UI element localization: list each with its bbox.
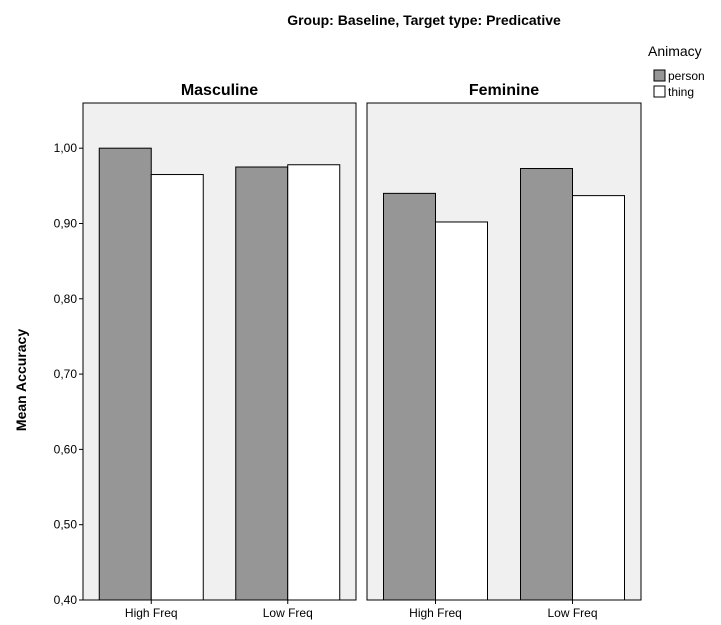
legend-title: Animacy: [648, 43, 702, 59]
y-tick-label: 1,00: [54, 141, 78, 155]
bar-person: [235, 166, 289, 601]
y-axis-label: Mean Accuracy: [13, 329, 29, 431]
legend-label-thing: thing: [668, 85, 694, 99]
plot-area: 0,40 0,50 0,60 0,70 0,80 0,90 1,00 Masculine Hig…: [54, 82, 642, 620]
bar-thing: [572, 195, 625, 601]
panel-title: Feminine: [469, 82, 539, 99]
y-tick-label: 0,70: [54, 367, 78, 381]
bar-thing: [435, 221, 488, 601]
bar-person: [98, 147, 152, 601]
legend-label-person: person: [668, 69, 705, 83]
y-tick-label: 0,90: [54, 216, 78, 230]
chart-title: Group: Baseline, Target type: Predicativ…: [287, 12, 561, 28]
bar-thing: [150, 174, 204, 601]
y-tick-label: 0,60: [54, 442, 78, 456]
x-tick-label: Low Freq: [547, 606, 597, 620]
legend-swatch-person: [653, 69, 666, 82]
bar-person: [383, 192, 436, 601]
x-tick-label: Low Freq: [263, 606, 313, 620]
legend: Animacy person thing: [648, 43, 705, 99]
y-tick-label: 0,40: [54, 593, 78, 607]
bar-person: [520, 168, 573, 601]
bar-thing: [287, 164, 341, 601]
x-tick-label: High Freq: [125, 606, 178, 620]
y-tick-label: 0,50: [54, 518, 78, 532]
y-tick-label: 0,80: [54, 292, 78, 306]
legend-swatch-thing: [653, 85, 666, 98]
panel-title: Masculine: [181, 82, 258, 99]
x-tick-label: High Freq: [409, 606, 462, 620]
